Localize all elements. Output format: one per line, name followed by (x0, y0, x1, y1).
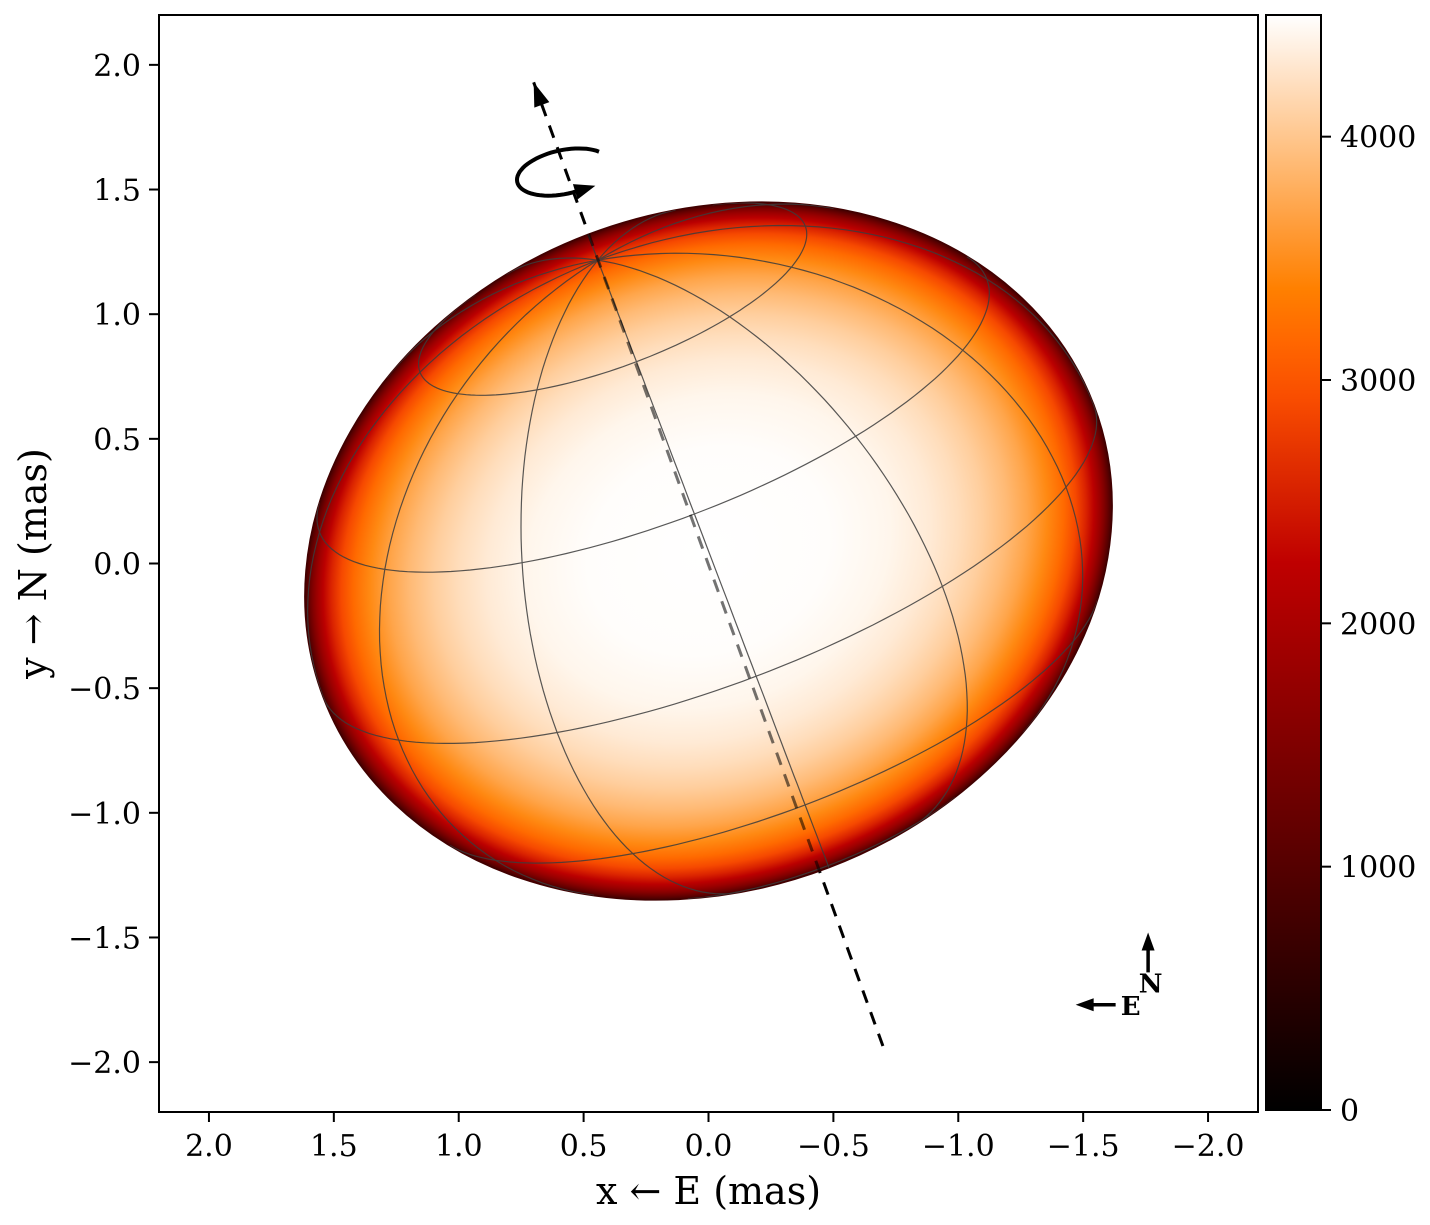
compass-north-label: N (1139, 969, 1163, 999)
x-tick-label: 0.0 (685, 1129, 733, 1164)
meridian-line (506, 257, 598, 275)
parallel-line (316, 256, 990, 573)
rotation-axis-arrowhead (533, 82, 550, 108)
x-tick-label: 1.5 (310, 1129, 358, 1164)
rotation-direction-arrowhead (572, 184, 596, 200)
y-tick-label: 0.5 (93, 423, 141, 458)
colorbar-tick-label: 3000 (1340, 364, 1416, 399)
y-tick-label: 0.0 (93, 548, 141, 583)
meridian-line (520, 259, 742, 895)
y-tick-label: −0.5 (68, 672, 141, 707)
x-tick-label: −2.0 (1172, 1129, 1245, 1164)
parallel-line (449, 599, 1099, 864)
meridian-line (597, 252, 1084, 734)
colorbar-tick-label: 4000 (1340, 121, 1416, 156)
y-axis-label: y → N (mas) (11, 448, 55, 680)
compass-east-arrow-head (1075, 998, 1094, 1012)
parallel-line (418, 202, 808, 396)
y-tick-label: 1.0 (93, 298, 141, 333)
meridian-line (378, 259, 599, 896)
surface-grid (306, 202, 1099, 900)
x-tick-label: 2.0 (185, 1129, 233, 1164)
compass-east-label: E (1121, 992, 1141, 1022)
x-tick-label: 1.0 (435, 1129, 483, 1164)
x-axis-label: x ← E (mas) (596, 1169, 821, 1213)
y-tick-label: −1.0 (68, 797, 141, 832)
parallel-line (687, 796, 956, 900)
y-tick-label: −1.5 (68, 921, 141, 956)
meridian-line (597, 203, 834, 261)
compass-north-arrow-head (1141, 932, 1155, 951)
y-tick-label: 1.5 (93, 174, 141, 209)
colorbar-tick-label: 0 (1340, 1094, 1359, 1129)
x-tick-label: −1.0 (922, 1129, 995, 1164)
x-tick-label: −0.5 (797, 1129, 870, 1164)
rotation-direction-arc (514, 146, 600, 198)
colorbar-gradient (1265, 14, 1322, 1111)
colorbar-tick-label: 1000 (1340, 851, 1416, 886)
meridian-line (597, 209, 676, 261)
parallel-line (322, 404, 1098, 744)
y-tick-label: 2.0 (93, 49, 141, 84)
y-tick-label: −2.0 (68, 1046, 141, 1081)
x-tick-label: −1.5 (1047, 1129, 1120, 1164)
meridian-line (386, 259, 598, 378)
colorbar-tick-label: 2000 (1340, 607, 1416, 642)
meridian-line (306, 259, 599, 708)
meridian-line (597, 259, 968, 829)
x-tick-label: 0.5 (560, 1129, 608, 1164)
meridian-line (597, 224, 1098, 416)
